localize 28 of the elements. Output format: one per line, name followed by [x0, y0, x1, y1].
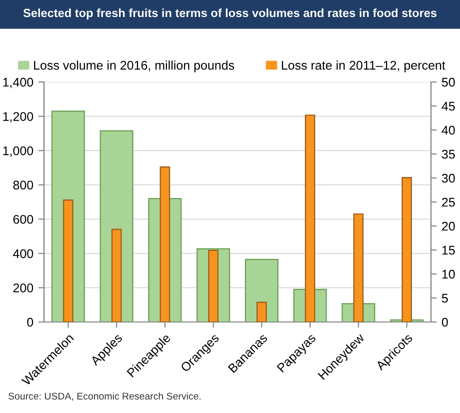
- y-tick-label: 1,000: [3, 146, 34, 157]
- bar: [402, 176, 412, 322]
- bar: [111, 228, 122, 322]
- y2-tick-label: 25: [442, 198, 455, 207]
- bar: [63, 200, 74, 322]
- y2-tick-label: 20: [442, 222, 455, 231]
- y-tick-label: 1,200: [3, 112, 34, 122]
- y-tick-label: 1,400: [3, 78, 34, 88]
- y2-tick-label: 30: [442, 174, 455, 183]
- bar: [256, 302, 267, 322]
- y-tick-label: 800: [13, 180, 34, 190]
- chart-title: Selected top fresh fruits in terms of loss volumes and rates in food stores: [23, 8, 437, 20]
- y2-tick-label: 10: [442, 270, 455, 279]
- y2-tick-label: 5: [442, 294, 448, 303]
- y2-tick-label: 15: [442, 246, 455, 255]
- y2-tick-label: 40: [442, 126, 455, 135]
- y-tick-label: 200: [13, 284, 34, 292]
- y-tick-label: 400: [13, 249, 34, 258]
- y2-tick-label: 50: [442, 78, 455, 87]
- y2-tick-label: 35: [442, 150, 455, 159]
- y-tick-label: 0: [27, 318, 34, 327]
- legend-label: Loss rate in 2011–12, percent: [282, 60, 446, 72]
- y2-tick-label: 0: [442, 318, 448, 327]
- legend-label: Loss volume in 2016, million pounds: [34, 60, 234, 72]
- bar: [208, 250, 218, 322]
- y2-tick-label: 45: [442, 102, 455, 111]
- y-tick-label: 600: [13, 214, 34, 224]
- source-note: Source: USDA, Economic Research Service.: [8, 392, 201, 401]
